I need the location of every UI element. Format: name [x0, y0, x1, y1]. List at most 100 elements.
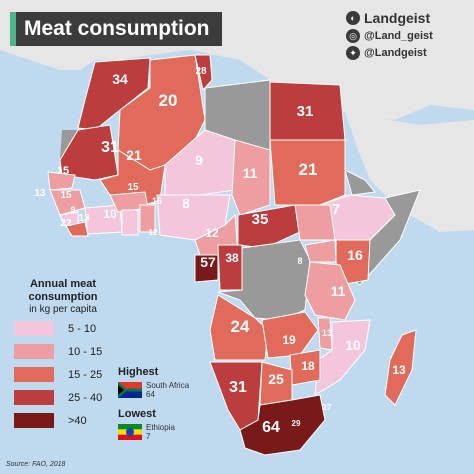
title-bar: Meat consumption	[10, 12, 222, 46]
map-value-label: 10	[103, 207, 117, 221]
map-value-label: 16	[347, 247, 363, 263]
brand-instagram: @Land_geist	[364, 30, 433, 42]
region-madagascar	[384, 329, 417, 406]
lowest-text: Ethiopia 7	[146, 423, 175, 441]
region-uganda	[304, 239, 337, 263]
legend-swatch	[14, 367, 54, 382]
legend-swatch	[14, 390, 54, 405]
map-value-label: 13	[322, 328, 332, 338]
brand-twitter-row: ✦ @Landgeist	[346, 46, 466, 60]
map-value-label: 19	[282, 333, 296, 347]
highest-title: Highest	[118, 366, 159, 378]
highest-country: South Africa	[146, 381, 190, 390]
map-value-label: 34	[112, 71, 128, 87]
brand-block: ◐ Landgeist ◎ @Land_geist ✦ @Landgeist	[346, 10, 466, 63]
map-value-label: 21	[126, 147, 142, 163]
legend-label: 15 - 25	[68, 368, 103, 381]
lowest-block: Lowest Ethiopia 7	[118, 408, 175, 441]
lowest-value: 7	[146, 432, 151, 441]
region-senegal	[47, 171, 76, 191]
legend: Annual meat consumption in kg per capita…	[8, 278, 118, 436]
legend-label: >40	[68, 414, 87, 427]
region-togo-benin	[139, 204, 156, 233]
map-value-label: 9	[70, 205, 75, 215]
legend-swatch	[14, 321, 54, 336]
region-ghana	[121, 209, 139, 236]
map-value-label: 25	[268, 371, 284, 387]
map-value-label: 22	[60, 218, 72, 229]
region-south-sudan	[294, 204, 336, 241]
map-value-label: 10	[345, 337, 361, 353]
map-value-label: 18	[301, 359, 315, 373]
map-value-label: 8	[182, 195, 190, 211]
map-value-label: 16	[152, 196, 162, 206]
brand-name-row: ◐ Landgeist	[346, 10, 466, 26]
map-value-label: 28	[195, 66, 207, 77]
twitter-icon: ✦	[346, 46, 360, 60]
map-value-label: 15	[57, 165, 69, 177]
legend-title-line1: Annual meat	[29, 278, 96, 290]
highest-row: South Africa 64	[118, 381, 189, 399]
map-value-label: 12	[205, 226, 219, 240]
legend-title-line2: consumption	[28, 291, 98, 303]
legend-item: >40	[8, 413, 118, 428]
map-value-label: 11	[331, 283, 346, 299]
legend-item: 25 - 40	[8, 390, 118, 405]
region-namibia	[209, 361, 263, 431]
lowest-row: Ethiopia 7	[118, 423, 175, 441]
map-value-label: 15	[60, 190, 72, 201]
source-note: Source: FAO, 2018	[6, 461, 66, 468]
region-car	[237, 204, 301, 249]
highest-value: 64	[146, 390, 155, 399]
map-value-label: 12	[149, 228, 158, 237]
map-value-label: 31	[101, 139, 119, 156]
region-mozambique	[314, 319, 371, 396]
page-title: Meat consumption	[24, 17, 210, 40]
arabia-land	[345, 112, 474, 232]
legend-subtitle: in kg per capita	[29, 304, 97, 315]
highest-text: South Africa 64	[146, 381, 189, 399]
region-angola	[209, 294, 269, 361]
brand-instagram-row: ◎ @Land_geist	[346, 29, 466, 43]
map-value-label: 13	[78, 213, 90, 224]
map-value-label: 9	[195, 152, 203, 168]
map-value-label: 31	[297, 103, 314, 120]
brand-name: Landgeist	[364, 10, 431, 26]
brand-twitter: @Landgeist	[364, 47, 427, 59]
region-eritrea	[344, 169, 376, 196]
map-value-label: 8	[297, 256, 302, 266]
map-value-label: 15	[127, 182, 139, 193]
region-sudan	[269, 139, 346, 206]
ethiopia-flag-icon	[118, 424, 142, 440]
globe-icon: ◐	[346, 11, 360, 25]
region-gabon	[194, 254, 219, 283]
region-liberia	[65, 221, 89, 237]
legend-item: 5 - 10	[8, 321, 118, 336]
region-kenya	[335, 239, 371, 286]
legend-item: 15 - 25	[8, 367, 118, 382]
map-value-label: 13	[34, 188, 46, 199]
map-value-label: 35	[252, 211, 269, 228]
lowest-country: Ethiopia	[146, 423, 175, 432]
map-value-label: 21	[299, 160, 318, 179]
legend-label: 25 - 40	[68, 391, 103, 404]
region-zambia	[261, 311, 319, 359]
lowest-title: Lowest	[118, 408, 156, 420]
map-value-label: 38	[225, 251, 239, 265]
legend-label: 5 - 10	[68, 322, 97, 335]
map-value-label: 7	[332, 201, 340, 218]
map-value-label: 13	[392, 363, 406, 377]
map-value-label: 24	[231, 317, 250, 336]
instagram-icon: ◎	[346, 29, 360, 43]
region-south-africa	[239, 394, 326, 456]
map-value-label: 20	[159, 91, 178, 110]
south-africa-flag-icon	[118, 382, 142, 398]
region-chad	[231, 139, 271, 216]
legend-swatch	[14, 344, 54, 359]
map-value-label: 27	[323, 403, 332, 412]
map-value-label: 64	[262, 419, 280, 436]
legend-label: 10 - 15	[68, 345, 103, 358]
map-value-label: 57	[200, 254, 216, 270]
